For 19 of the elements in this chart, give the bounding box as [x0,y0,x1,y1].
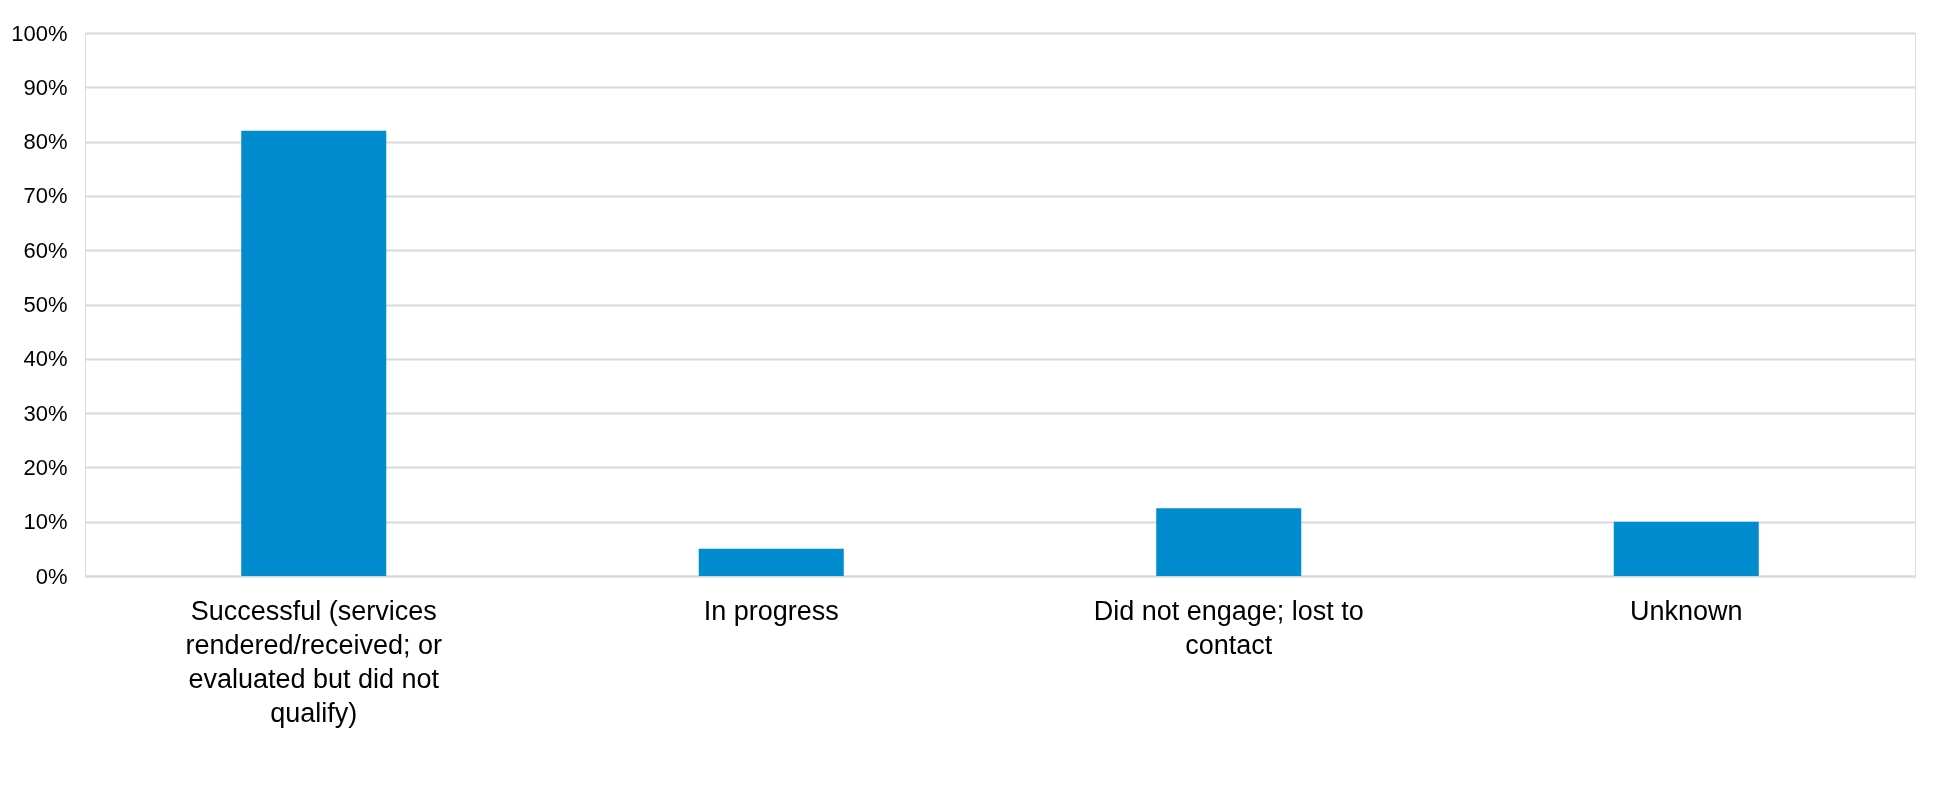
x-tick-label: Did not engage; lost to contact [1093,595,1364,660]
bar [241,130,387,576]
y-tick-label: 30% [23,400,68,426]
y-tick-label: 10% [23,509,68,535]
y-tick-label: 20% [23,454,68,480]
bar [698,548,844,576]
y-tick-label: 40% [23,346,68,372]
x-tick-label: In progress [703,595,839,626]
y-tick-label: 100% [11,20,68,46]
bar [1613,521,1759,576]
y-tick-label: 80% [23,129,68,155]
y-tick-label: 0% [35,563,68,589]
x-tick-label: Unknown [1629,595,1743,626]
y-tick-label: 70% [23,183,68,209]
y-tick-label: 90% [23,74,68,100]
y-tick-label: 60% [23,237,68,263]
x-tick-label: Successful (services rendered/received; or evaluated but did not qualify) [185,595,443,728]
y-tick-label: 50% [23,292,68,317]
bar [1156,508,1302,576]
